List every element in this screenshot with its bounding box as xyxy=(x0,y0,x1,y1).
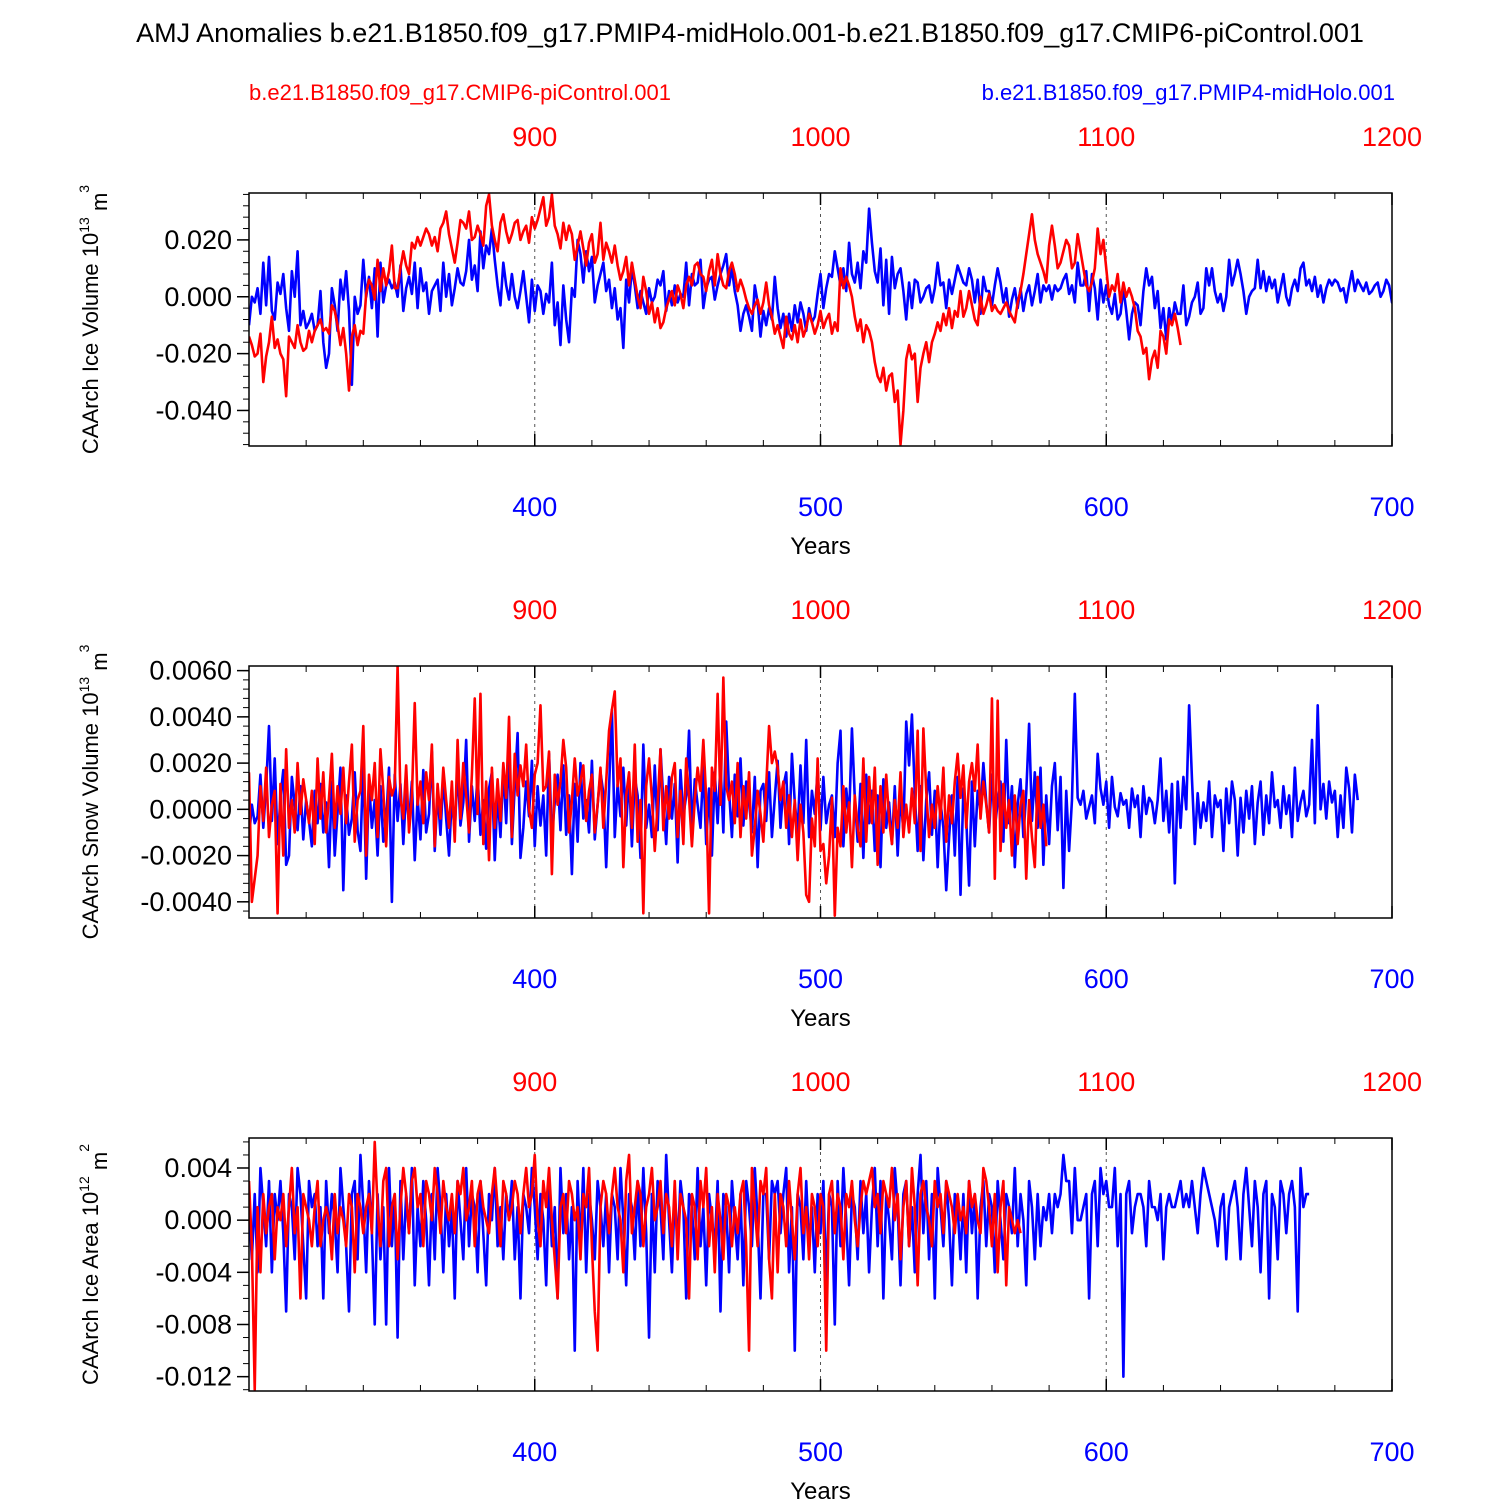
ice-area-top-xtick-label: 900 xyxy=(512,1067,557,1097)
ice-volume-ytick-label: 0.020 xyxy=(164,225,232,255)
ice-area-xtick-label: 700 xyxy=(1369,1437,1414,1467)
ice-area-xtick-label: 500 xyxy=(798,1437,843,1467)
ice-volume-ylabel-part-2: m xyxy=(87,193,112,217)
snow-volume-ylabel-part-3: 3 xyxy=(76,644,92,652)
snow-volume-ylabel: CAArch Snow Volume 1013 m3 xyxy=(76,644,112,939)
snow-volume-top-xtick-label: 1100 xyxy=(1077,595,1135,625)
legend-holo-label: b.e21.B1850.f09_g17.PMIP4-midHolo.001 xyxy=(981,80,1395,105)
ice-volume-panel: -0.040 -0.020 0.000 0.020 400 500 600 700 900 100… xyxy=(76,122,1422,560)
legend-control-label: b.e21.B1850.f09_g17.CMIP6-piControl.001 xyxy=(249,80,671,105)
ice-volume-top-xtick-label: 1000 xyxy=(790,122,850,152)
ice-volume-xtick-label: 400 xyxy=(512,492,557,522)
ice-volume-ylabel-part-3: 3 xyxy=(76,185,92,193)
ice-volume-top-xtick-label: 1100 xyxy=(1077,122,1135,152)
snow-volume-ytick-label: -0.0040 xyxy=(140,887,232,917)
ice-volume-ytick-label: 0.000 xyxy=(164,282,232,312)
ice-area-ylabel-part-3: 2 xyxy=(76,1144,92,1152)
snow-volume-xtick-label: 600 xyxy=(1084,964,1129,994)
ice-area-panel: -0.012 -0.008 -0.004 0.000 0.004 400 500 600 700… xyxy=(76,1067,1422,1500)
ice-area-ytick-label: -0.004 xyxy=(155,1257,232,1287)
snow-volume-top-xtick-label: 900 xyxy=(512,595,557,625)
ice-volume-xtick-label: 500 xyxy=(798,492,843,522)
ice-area-top-xtick-label: 1000 xyxy=(790,1067,850,1097)
snow-volume-ylabel-part-2: m xyxy=(87,652,112,676)
snow-volume-ylabel-part-0: CAArch Snow Volume 10 xyxy=(78,692,103,939)
ice-volume-ylabel: CAArch Ice Volume 1013 m3 xyxy=(76,185,112,454)
snow-volume-ytick-label: 0.0060 xyxy=(149,656,232,686)
ice-area-ylabel: CAArch Ice Area 1012 m2 xyxy=(76,1144,112,1385)
snow-volume-ytick-label: 0.0000 xyxy=(149,794,232,824)
ice-volume-series-holo xyxy=(249,207,1392,387)
ice-area-top-xtick-label: 1100 xyxy=(1077,1067,1135,1097)
snow-volume-xtick-label: 500 xyxy=(798,964,843,994)
snow-volume-xlabel: Years xyxy=(790,1005,851,1032)
ice-area-ytick-label: -0.012 xyxy=(155,1362,232,1392)
ice-area-xtick-label: 400 xyxy=(512,1437,557,1467)
page-title: AMJ Anomalies b.e21.B1850.f09_g17.PMIP4-… xyxy=(136,18,1364,48)
ice-volume-top-xtick-label: 1200 xyxy=(1362,122,1422,152)
ice-area-ytick-label: -0.008 xyxy=(155,1309,232,1339)
ice-area-top-xtick-label: 1200 xyxy=(1362,1067,1422,1097)
snow-volume-series-control xyxy=(249,666,1048,917)
snow-volume-panel: -0.0040 -0.0020 0.0000 0.0020 0.0040 0.0060 40… xyxy=(76,595,1422,1032)
snow-volume-ytick-label: 0.0020 xyxy=(149,748,232,778)
ice-area-xtick-label: 600 xyxy=(1084,1437,1129,1467)
snow-volume-xtick-label: 400 xyxy=(512,964,557,994)
snow-volume-ytick-label: -0.0020 xyxy=(140,841,232,871)
ice-area-ylabel-part-1: 12 xyxy=(76,1176,92,1192)
ice-area-ylabel-part-2: m xyxy=(87,1152,112,1176)
ice-area-xlabel: Years xyxy=(790,1478,851,1500)
ice-volume-ylabel-part-1: 13 xyxy=(76,217,92,233)
ice-area-ylabel-part-0: CAArch Ice Area 10 xyxy=(78,1192,103,1385)
ice-volume-ytick-label: -0.040 xyxy=(155,395,232,425)
ice-volume-xlabel: Years xyxy=(790,533,851,560)
ice-area-ytick-label: 0.004 xyxy=(164,1153,232,1183)
snow-volume-top-xtick-label: 1200 xyxy=(1362,595,1422,625)
snow-volume-xtick-label: 700 xyxy=(1369,964,1414,994)
ice-volume-xtick-label: 700 xyxy=(1369,492,1414,522)
snow-volume-ylabel-part-1: 13 xyxy=(76,677,92,693)
ice-volume-ylabel-part-0: CAArch Ice Volume 10 xyxy=(78,233,103,454)
ice-area-ytick-label: 0.000 xyxy=(164,1205,232,1235)
ice-area-series-control xyxy=(249,1140,1022,1391)
ice-volume-top-xtick-label: 900 xyxy=(512,122,557,152)
ice-volume-series-control xyxy=(249,193,1182,446)
snow-volume-ytick-label: 0.0040 xyxy=(149,702,232,732)
ice-volume-ytick-label: -0.020 xyxy=(155,339,232,369)
snow-volume-top-xtick-label: 1000 xyxy=(790,595,850,625)
ice-volume-xtick-label: 600 xyxy=(1084,492,1129,522)
